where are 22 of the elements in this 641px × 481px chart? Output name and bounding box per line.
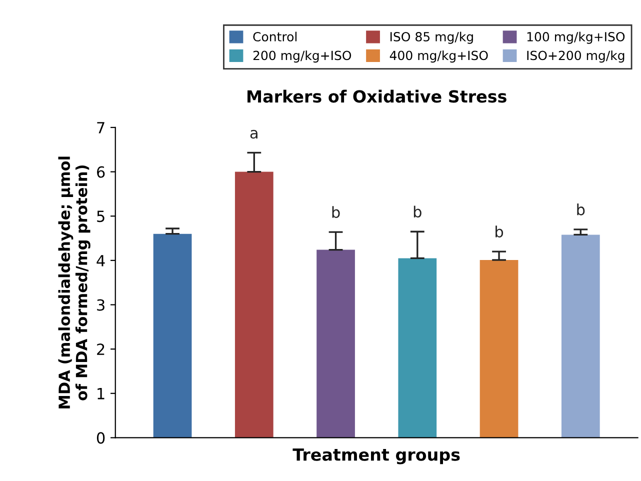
data-label: a xyxy=(250,130,258,139)
data-label: b xyxy=(496,226,504,238)
chart-title: Markers of Oxidative Stress xyxy=(248,90,506,103)
legend-label: 100 mg/kg+ISO xyxy=(527,32,625,44)
legend-label: ISO 85 mg/kg xyxy=(390,32,473,44)
legend-label: 200 mg/kg+ISO xyxy=(253,50,352,63)
y-tick-label: 4 xyxy=(96,255,105,266)
y-tick-label: 7 xyxy=(97,122,104,134)
legend-label: ISO+200 mg/kg xyxy=(527,50,624,63)
legend-label: Control xyxy=(253,32,297,42)
y-tick-label: 1 xyxy=(98,388,104,400)
y-tick-label: 3 xyxy=(97,299,104,311)
legend-label: 400 mg/kg+ISO xyxy=(390,50,488,63)
y-tick-label: 5 xyxy=(97,210,104,222)
data-label: b xyxy=(332,206,340,218)
y-tick-label: 0 xyxy=(96,432,105,444)
y-axis-title: MDA (malondialdehyde; µmol of MDA formed/mg protein) xyxy=(58,156,90,408)
x-axis-title: Treatment groups xyxy=(292,448,460,464)
data-label: b xyxy=(577,204,585,216)
y-tick-label: 2 xyxy=(97,344,104,355)
y-tick-label: 6 xyxy=(97,166,105,178)
data-label: b xyxy=(414,206,422,218)
